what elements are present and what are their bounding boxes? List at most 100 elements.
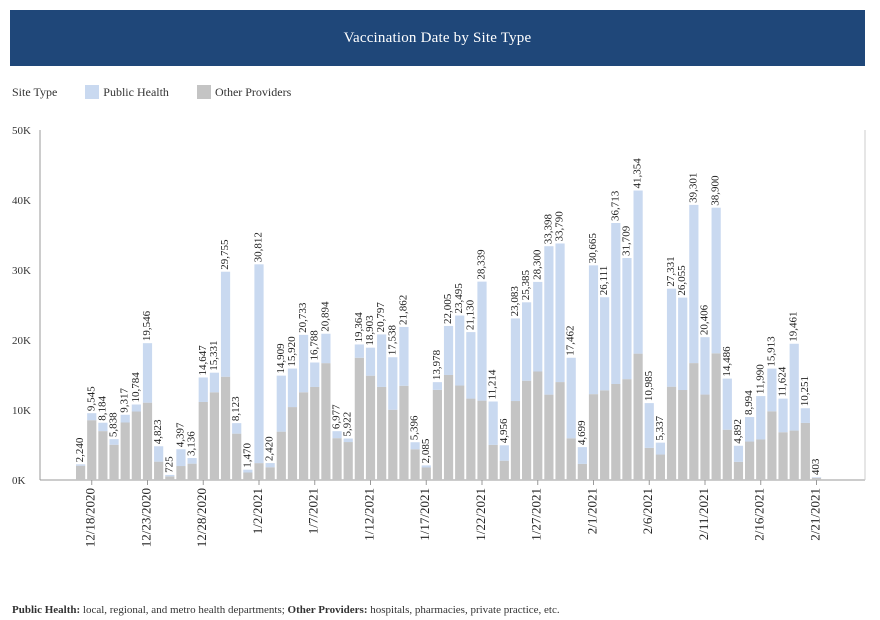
bar-public-health — [778, 398, 788, 433]
data-label: 25,385 — [520, 270, 532, 301]
data-label: 2,240 — [74, 437, 86, 462]
bar-public-health — [98, 422, 108, 432]
bar-public-health — [577, 447, 587, 464]
bar-public-health — [733, 445, 744, 462]
bar-public-health — [800, 408, 810, 423]
bar-public-health — [343, 438, 353, 443]
legend-swatch-other-providers — [196, 85, 211, 99]
data-label: 5,396 — [409, 415, 421, 440]
data-label: 4,892 — [732, 419, 744, 444]
legend-item-public-health[interactable]: Public Health — [85, 85, 169, 100]
data-label: 22,005 — [442, 293, 454, 324]
bar-public-health — [510, 318, 521, 402]
data-label: 4,823 — [152, 419, 164, 444]
bar-public-health — [745, 417, 755, 442]
data-label: 21,130 — [464, 299, 476, 330]
bar-public-health — [522, 302, 532, 381]
data-label: 20,733 — [297, 302, 309, 333]
bar-other-providers — [187, 463, 197, 480]
data-label: 27,331 — [665, 256, 677, 286]
x-tick-label: 1/7/2021 — [306, 488, 321, 534]
data-label: 30,812 — [253, 232, 265, 262]
bar-other-providers — [745, 441, 755, 480]
x-tick-label: 12/28/2020 — [194, 488, 209, 547]
data-label: 15,920 — [286, 336, 298, 367]
bar-other-providers — [477, 400, 487, 480]
bar-other-providers — [499, 460, 509, 480]
data-label: 38,900 — [710, 175, 722, 206]
data-label: 14,486 — [721, 346, 733, 377]
bar-other-providers — [622, 379, 632, 480]
data-label: 11,990 — [754, 364, 766, 394]
bar-public-health — [287, 368, 298, 408]
bar-public-health — [611, 223, 621, 385]
data-label: 13,978 — [431, 349, 443, 380]
x-tick-label: 1/27/2021 — [529, 488, 544, 541]
bar-other-providers — [388, 409, 398, 480]
bar-other-providers — [98, 431, 108, 480]
x-tick-label: 2/1/2021 — [584, 488, 599, 534]
legend-label-public-health: Public Health — [103, 84, 169, 99]
bar-public-health — [198, 377, 208, 402]
bar-other-providers — [254, 463, 264, 480]
bar-public-health — [321, 333, 331, 364]
legend-label-other-providers: Other Providers — [214, 84, 292, 99]
data-label: 19,461 — [788, 312, 800, 342]
bar-public-health — [388, 357, 398, 410]
bar-public-health — [76, 464, 86, 466]
bar-public-health — [767, 368, 777, 412]
bar-public-health — [789, 343, 799, 431]
bar-other-providers — [365, 375, 376, 480]
bar-public-health — [544, 246, 554, 395]
data-label: 14,647 — [197, 345, 209, 376]
bar-other-providers — [232, 433, 242, 480]
bar-other-providers — [154, 461, 164, 480]
bar-public-health — [365, 347, 376, 376]
data-label: 9,317 — [119, 388, 131, 413]
bar-public-health — [633, 190, 643, 354]
bar-public-health — [377, 334, 387, 387]
bar-other-providers — [700, 394, 710, 480]
data-label: 20,894 — [319, 301, 331, 332]
footnote-public-health-label: Public Health: — [12, 604, 81, 616]
data-label: 19,364 — [353, 312, 365, 343]
bar-public-health — [756, 396, 766, 440]
data-label: 725 — [163, 456, 175, 473]
legend-item-other-providers[interactable]: Other Providers — [196, 84, 292, 100]
data-label: 15,913 — [765, 336, 777, 367]
data-label: 2,420 — [264, 436, 276, 461]
bar-public-health — [711, 207, 721, 354]
x-tick-label: 12/23/2020 — [138, 488, 153, 547]
bar-public-health — [622, 258, 632, 380]
data-label: 1,470 — [241, 442, 253, 467]
bar-public-health — [310, 362, 320, 387]
bar-public-health — [265, 463, 275, 468]
bar-public-health — [410, 442, 420, 450]
bar-public-health — [276, 375, 286, 432]
bar-public-health — [588, 265, 599, 395]
bar-other-providers — [800, 422, 810, 480]
bar-public-health — [499, 445, 509, 461]
data-label: 33,790 — [554, 211, 566, 242]
bar-other-providers — [377, 386, 387, 480]
bar-public-health — [678, 297, 688, 391]
bar-other-providers — [343, 442, 353, 480]
data-label: 36,713 — [609, 190, 621, 221]
bar-public-health — [142, 343, 153, 403]
bar-other-providers — [510, 401, 521, 480]
bar-other-providers — [243, 472, 253, 480]
data-label: 8,994 — [743, 390, 755, 415]
x-tick-label: 1/22/2021 — [473, 488, 488, 541]
y-tick-label: 10K — [12, 405, 31, 417]
data-label: 19,546 — [141, 310, 153, 341]
bar-other-providers — [432, 389, 442, 480]
bar-other-providers — [131, 411, 141, 480]
data-label: 30,665 — [587, 233, 599, 264]
bar-other-providers — [165, 476, 175, 480]
bar-public-health — [421, 465, 431, 468]
bar-other-providers — [332, 438, 342, 480]
bar-other-providers — [544, 394, 554, 480]
bar-other-providers — [455, 385, 465, 480]
bar-other-providers — [711, 353, 721, 480]
data-label: 20,797 — [375, 302, 387, 333]
